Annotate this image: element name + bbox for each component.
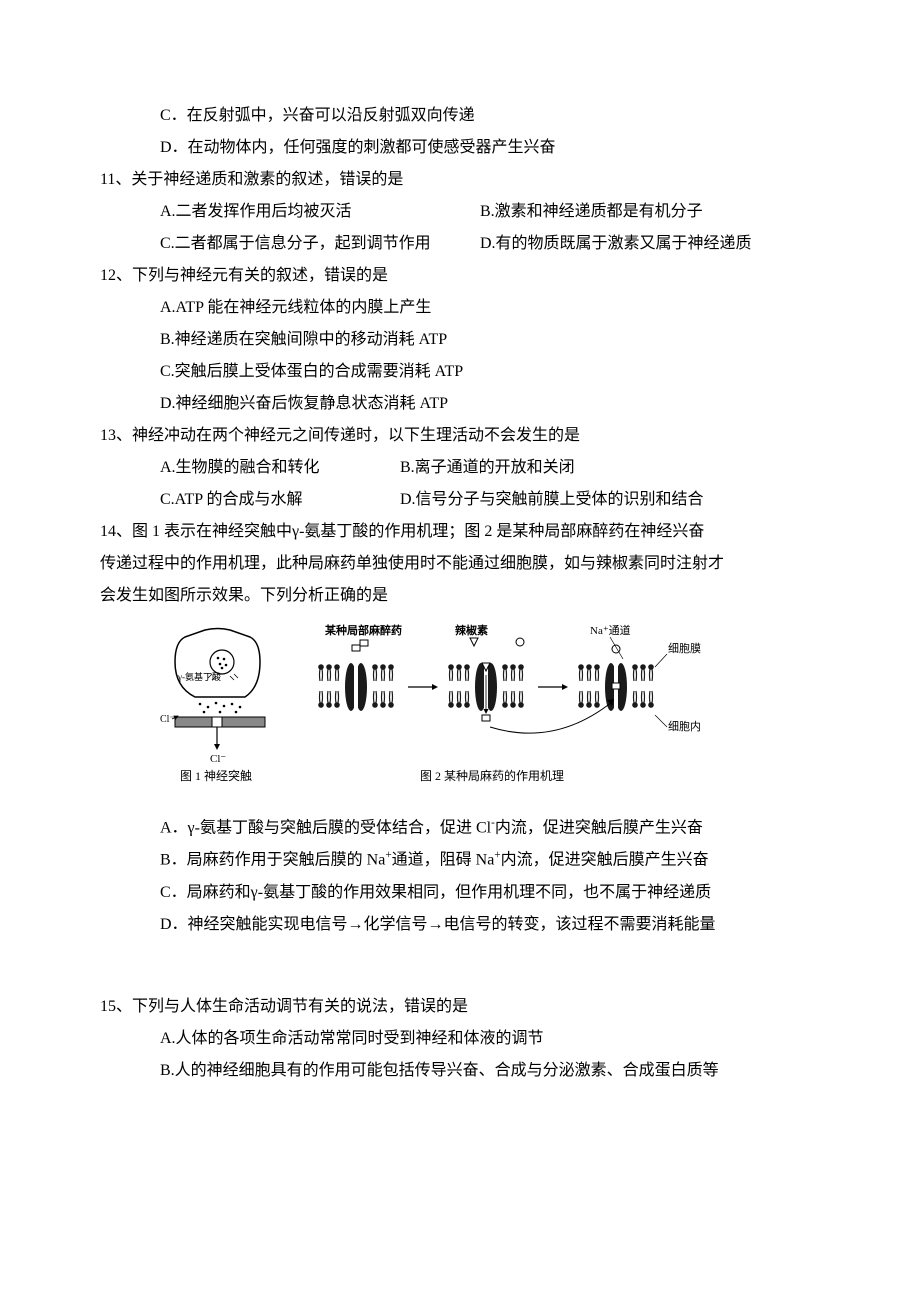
q11-option-d: D.有的物质既属于激素又属于神经递质 — [480, 228, 820, 260]
q13-option-d: D.信号分子与突触前膜上受体的识别和结合 — [400, 484, 704, 516]
q14-stem-line2: 传递过程中的作用机理，此种局麻药单独使用时不能通过细胞膜，如与辣椒素同时注射才 — [100, 548, 820, 580]
q13-row-ab: A.生物膜的融合和转化 B.离子通道的开放和关闭 — [100, 452, 820, 484]
q12-option-c: C.突触后膜上受体蛋白的合成需要消耗 ATP — [100, 356, 820, 388]
q13-row-cd: C.ATP 的合成与水解 D.信号分子与突触前膜上受体的识别和结合 — [100, 484, 820, 516]
svg-text:图 2 某种局麻药的作用机理: 图 2 某种局麻药的作用机理 — [420, 768, 564, 783]
q13-stem: 13、神经冲动在两个神经元之间传递时，以下生理活动不会发生的是 — [100, 420, 820, 452]
svg-text:Cl⁻: Cl⁻ — [160, 714, 175, 725]
svg-text:Na⁺通道: Na⁺通道 — [590, 623, 631, 637]
q11-stem: 11、关于神经递质和激素的叙述，错误的是 — [100, 164, 820, 196]
q14-option-a: A．γ-氨基丁酸与突触后膜的受体结合，促进 Cl-内流，促进突触后膜产生兴奋 — [100, 812, 820, 844]
svg-text:γ-氨基丁酸: γ-氨基丁酸 — [177, 671, 221, 682]
q14-figure: γ-氨基丁酸 Cl⁻ Cl⁻ 图 1 神经突触 — [160, 622, 720, 792]
q12-option-a: A.ATP 能在神经元线粒体的内膜上产生 — [100, 292, 820, 324]
q12-stem: 12、下列与神经元有关的叙述，错误的是 — [100, 260, 820, 292]
q14-option-c: C．局麻药和γ-氨基丁酸的作用效果相同，但作用机理不同，也不属于神经递质 — [100, 877, 820, 909]
svg-text:图 1 神经突触: 图 1 神经突触 — [180, 768, 252, 783]
q13-option-c: C.ATP 的合成与水解 — [160, 484, 400, 516]
q11-option-b: B.激素和神经递质都是有机分子 — [480, 196, 820, 228]
q11-row-cd: C.二者都属于信息分子，起到调节作用 D.有的物质既属于激素又属于神经递质 — [100, 228, 820, 260]
q12-option-d: D.神经细胞兴奋后恢复静息状态消耗 ATP — [100, 388, 820, 420]
q13-option-a: A.生物膜的融合和转化 — [160, 452, 400, 484]
q14-option-d: D．神经突触能实现电信号→化学信号→电信号的转变，该过程不需要消耗能量 — [100, 909, 820, 941]
figure1-group: γ-氨基丁酸 Cl⁻ Cl⁻ 图 1 神经突触 — [160, 629, 265, 784]
q12-option-b: B.神经递质在突触间隙中的移动消耗 ATP — [100, 324, 820, 356]
svg-text:细胞内: 细胞内 — [668, 719, 701, 733]
svg-text:辣椒素: 辣椒素 — [455, 623, 488, 637]
q10-option-d: D．在动物体内，任何强度的刺激都可使感受器产生兴奋 — [100, 132, 820, 164]
q10-option-c: C．在反射弧中，兴奋可以沿反射弧双向传递 — [100, 100, 820, 132]
q14-stem-line1: 14、图 1 表示在神经突触中γ-氨基丁酸的作用机理；图 2 是某种局部麻醉药在… — [100, 516, 820, 548]
q15-option-a: A.人体的各项生命活动常常同时受到神经和体液的调节 — [100, 1023, 820, 1055]
q11-option-a: A.二者发挥作用后均被灭活 — [160, 196, 480, 228]
svg-text:细胞膜: 细胞膜 — [668, 642, 701, 655]
svg-text:Cl⁻: Cl⁻ — [210, 753, 226, 765]
q11-row-ab: A.二者发挥作用后均被灭活 B.激素和神经递质都是有机分子 — [100, 196, 820, 228]
q15-option-b: B.人的神经细胞具有的作用可能包括传导兴奋、合成与分泌激素、合成蛋白质等 — [100, 1055, 820, 1087]
q11-option-c: C.二者都属于信息分子，起到调节作用 — [160, 228, 480, 260]
svg-text:某种局部麻醉药: 某种局部麻醉药 — [324, 623, 402, 637]
q15-stem: 15、下列与人体生命活动调节有关的说法，错误的是 — [100, 991, 820, 1023]
q13-option-b: B.离子通道的开放和关闭 — [400, 452, 575, 484]
q14-stem-line3: 会发生如图所示效果。下列分析正确的是 — [100, 580, 820, 612]
q14-option-b: B．局麻药作用于突触后膜的 Na+通道，阻碍 Na+内流，促进突触后膜产生兴奋 — [100, 844, 820, 876]
